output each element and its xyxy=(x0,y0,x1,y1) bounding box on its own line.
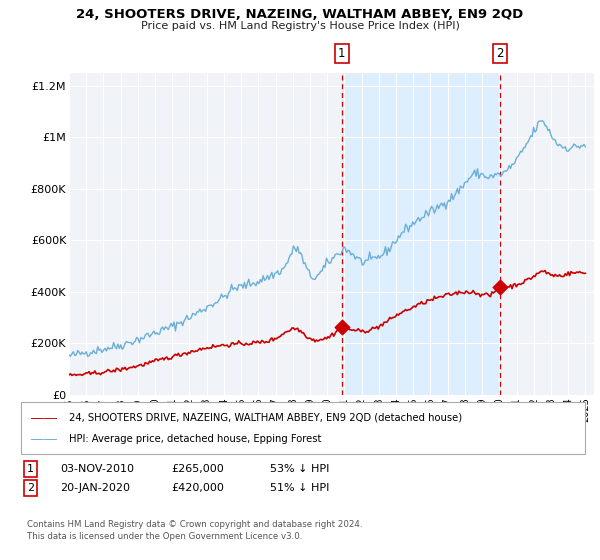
Text: ────: ──── xyxy=(30,435,57,444)
Bar xyxy=(341,73,500,395)
Text: ────: ──── xyxy=(30,413,57,423)
Text: 1: 1 xyxy=(338,47,346,60)
Text: 2: 2 xyxy=(27,483,34,493)
Text: 24, SHOOTERS DRIVE, NAZEING, WALTHAM ABBEY, EN9 2QD (detached house): 24, SHOOTERS DRIVE, NAZEING, WALTHAM ABB… xyxy=(69,413,462,423)
Text: 20-JAN-2020: 20-JAN-2020 xyxy=(60,483,130,493)
Text: £420,000: £420,000 xyxy=(171,483,224,493)
Text: This data is licensed under the Open Government Licence v3.0.: This data is licensed under the Open Gov… xyxy=(27,532,302,541)
Text: Contains HM Land Registry data © Crown copyright and database right 2024.: Contains HM Land Registry data © Crown c… xyxy=(27,520,362,529)
Text: 2: 2 xyxy=(496,47,504,60)
Text: 53% ↓ HPI: 53% ↓ HPI xyxy=(270,464,329,474)
Point xyxy=(337,322,346,331)
Text: HPI: Average price, detached house, Epping Forest: HPI: Average price, detached house, Eppi… xyxy=(69,435,322,444)
Text: 24, SHOOTERS DRIVE, NAZEING, WALTHAM ABBEY, EN9 2QD: 24, SHOOTERS DRIVE, NAZEING, WALTHAM ABB… xyxy=(76,8,524,21)
Text: 1: 1 xyxy=(27,464,34,474)
Point xyxy=(496,282,505,291)
Text: 51% ↓ HPI: 51% ↓ HPI xyxy=(270,483,329,493)
Text: £265,000: £265,000 xyxy=(171,464,224,474)
Text: 03-NOV-2010: 03-NOV-2010 xyxy=(60,464,134,474)
Text: Price paid vs. HM Land Registry's House Price Index (HPI): Price paid vs. HM Land Registry's House … xyxy=(140,21,460,31)
